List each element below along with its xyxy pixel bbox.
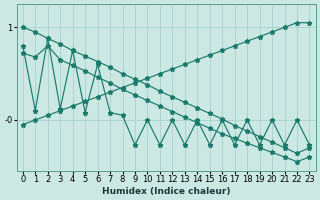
X-axis label: Humidex (Indice chaleur): Humidex (Indice chaleur) [102,187,230,196]
